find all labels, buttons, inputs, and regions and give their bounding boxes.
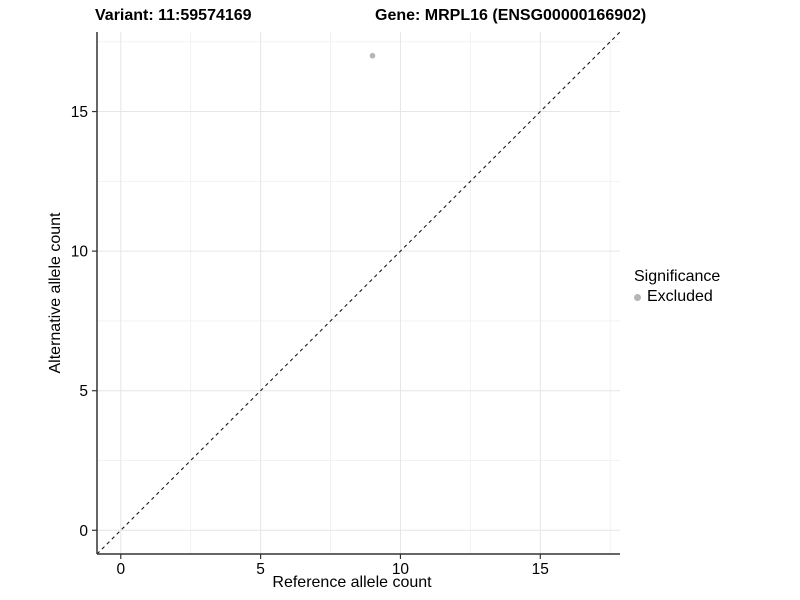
y-tick-label: 15 bbox=[71, 104, 88, 121]
legend-title: Significance bbox=[634, 268, 721, 285]
y-tick-label: 10 bbox=[71, 244, 89, 261]
y-tick-label: 0 bbox=[79, 523, 88, 540]
legend-item-excluded: Excluded bbox=[634, 287, 720, 307]
legend-item-label: Excluded bbox=[647, 288, 713, 305]
legend: Significance Excluded bbox=[634, 266, 720, 307]
x-tick-label: 15 bbox=[532, 561, 549, 578]
y-axis-title: Alternative allele count bbox=[47, 212, 64, 374]
gene-title: Gene: MRPL16 (ENSG00000166902) bbox=[375, 7, 647, 24]
identity-reference-line bbox=[96, 31, 621, 555]
x-axis-title: Reference allele count bbox=[272, 574, 432, 591]
variant-title: Variant: 11:59574169 bbox=[95, 7, 252, 24]
x-tick-label: 10 bbox=[392, 561, 410, 578]
legend-point-icon bbox=[634, 293, 641, 301]
x-tick-label: 5 bbox=[256, 561, 265, 578]
data-point bbox=[369, 52, 376, 59]
x-tick-label: 0 bbox=[116, 561, 125, 578]
y-tick-label: 5 bbox=[79, 383, 88, 400]
